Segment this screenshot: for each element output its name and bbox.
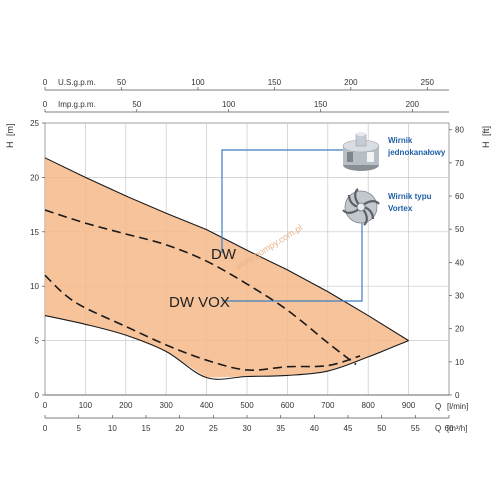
bottom-lpm-tick-label-3: 300 bbox=[160, 401, 174, 410]
left-tick-label-3: 15 bbox=[30, 228, 39, 237]
right-axis-title: H [ft] bbox=[481, 126, 491, 148]
series-line-dwvox bbox=[44, 274, 361, 371]
envelope-upper-line bbox=[44, 157, 409, 342]
bottom-m3h-tick-label-5: 25 bbox=[209, 424, 218, 433]
right-tick-label-6: 60 bbox=[455, 192, 464, 201]
top-impgpm-tick-label-3: 150 bbox=[314, 100, 328, 109]
legend-item2-line1: Wirnik typu bbox=[388, 192, 432, 201]
top-usgpm-tick-label-4: 200 bbox=[344, 78, 358, 87]
top-usgpm-tick-label-2: 100 bbox=[191, 78, 205, 87]
top-impgpm-label: Imp.g.p.m. bbox=[58, 100, 96, 109]
vortex-impeller-icon bbox=[342, 188, 380, 226]
bottom-lpm-tick-label-4: 400 bbox=[200, 401, 214, 410]
right-tick-label-0: 0 bbox=[455, 391, 460, 400]
legend-item2-line2: Vortex bbox=[388, 204, 413, 213]
legend-item1-line2: jednokanałowy bbox=[387, 148, 446, 157]
bottom-m3h-tick-label-3: 15 bbox=[142, 424, 151, 433]
bottom-m3h-tick-label-7: 35 bbox=[276, 424, 285, 433]
label-dwvox: DW VOX bbox=[169, 294, 230, 311]
bottom-lpm-tick-label-7: 700 bbox=[321, 401, 335, 410]
legend-item1-line1: Wirnik bbox=[388, 136, 413, 145]
right-tick-label-1: 10 bbox=[455, 358, 464, 367]
right-axis-unit: [ft] bbox=[481, 126, 491, 136]
bottom-lpm-tick-label-5: 500 bbox=[240, 401, 254, 410]
right-axis-h: H bbox=[481, 142, 491, 149]
top-axes: 0 50 100 150 200 250 0 50 100 150 200 bbox=[43, 78, 449, 113]
bottom-m3h-tick-label-8: 40 bbox=[310, 424, 319, 433]
bottom-lpm-tick-label-8: 800 bbox=[362, 401, 376, 410]
bottom-lpm-tick-label-0: 0 bbox=[43, 401, 48, 410]
left-tick-label-5: 25 bbox=[30, 119, 39, 128]
envelope-lower-line bbox=[44, 315, 409, 380]
top-usgpm-tick-label-3: 150 bbox=[268, 78, 282, 87]
right-tick-label-5: 50 bbox=[455, 225, 464, 234]
bottom-m3h-tick-label-12: 60 bbox=[445, 424, 454, 433]
top-impgpm-tick-label-2: 100 bbox=[222, 100, 236, 109]
bottom-m3h-tick-label-0: 0 bbox=[43, 424, 48, 433]
right-tick-label-3: 30 bbox=[455, 292, 464, 301]
left-tick-label-0: 0 bbox=[35, 391, 40, 400]
side-axes: 0 5 10 15 20 25 0 10 20 30 40 50 60 70 80 bbox=[30, 119, 464, 400]
bottom-m3h-tick-label-9: 45 bbox=[344, 424, 353, 433]
top-impgpm-tick-label-1: 50 bbox=[132, 100, 141, 109]
bottom-q-lpm: Q bbox=[435, 402, 441, 411]
top-impgpm-tick-label-0: 0 bbox=[43, 100, 48, 109]
top-impgpm-tick-label-4: 200 bbox=[406, 100, 420, 109]
left-axis-h: H bbox=[5, 142, 15, 149]
callout-line-dw bbox=[221, 149, 344, 253]
bottom-lpm-tick-label-6: 600 bbox=[281, 401, 295, 410]
right-tick-label-2: 20 bbox=[455, 325, 464, 334]
bottom-lpm-tick-label-9: 900 bbox=[402, 401, 416, 410]
single-channel-impeller-icon bbox=[342, 132, 380, 171]
callout-line-dwvox bbox=[222, 220, 363, 302]
bottom-m3h-tick-label-6: 30 bbox=[243, 424, 252, 433]
bottom-unit-lpm: [l/min] bbox=[447, 402, 468, 411]
bottom-unit-m3h: [m³/h] bbox=[447, 424, 467, 433]
left-axis-title: H [m] bbox=[5, 124, 15, 149]
bottom-axes: 0 100 200 300 400 500 600 700 800 900 0 5 10 15 20 25 30… bbox=[43, 394, 454, 433]
top-usgpm-tick-label-0: 0 bbox=[43, 78, 48, 87]
bottom-m3h-tick-label-10: 50 bbox=[377, 424, 386, 433]
left-tick-label-4: 20 bbox=[30, 173, 39, 182]
label-dw: DW bbox=[211, 246, 237, 263]
bottom-lpm-tick-label-1: 100 bbox=[79, 401, 93, 410]
right-tick-label-7: 70 bbox=[455, 159, 464, 168]
left-axis-unit: [m] bbox=[5, 124, 15, 137]
envelope-area bbox=[45, 157, 409, 378]
bottom-m3h-tick-label-2: 10 bbox=[108, 424, 117, 433]
bottom-lpm-tick-label-2: 200 bbox=[119, 401, 133, 410]
bottom-m3h-tick-label-11: 55 bbox=[411, 424, 420, 433]
plot-area bbox=[44, 122, 450, 396]
right-tick-label-4: 40 bbox=[455, 258, 464, 267]
bottom-m3h-tick-label-4: 20 bbox=[175, 424, 184, 433]
top-usgpm-tick-label-5: 250 bbox=[421, 78, 435, 87]
bottom-q-m3h: Q bbox=[435, 424, 441, 433]
right-tick-label-8: 80 bbox=[455, 126, 464, 135]
series-line-dw bbox=[44, 209, 357, 366]
top-usgpm-tick-label-1: 50 bbox=[117, 78, 126, 87]
left-tick-label-2: 10 bbox=[30, 282, 39, 291]
top-usgpm-label: U.S.g.p.m. bbox=[58, 78, 96, 87]
left-tick-label-1: 5 bbox=[35, 337, 40, 346]
bottom-m3h-tick-label-1: 5 bbox=[76, 424, 81, 433]
